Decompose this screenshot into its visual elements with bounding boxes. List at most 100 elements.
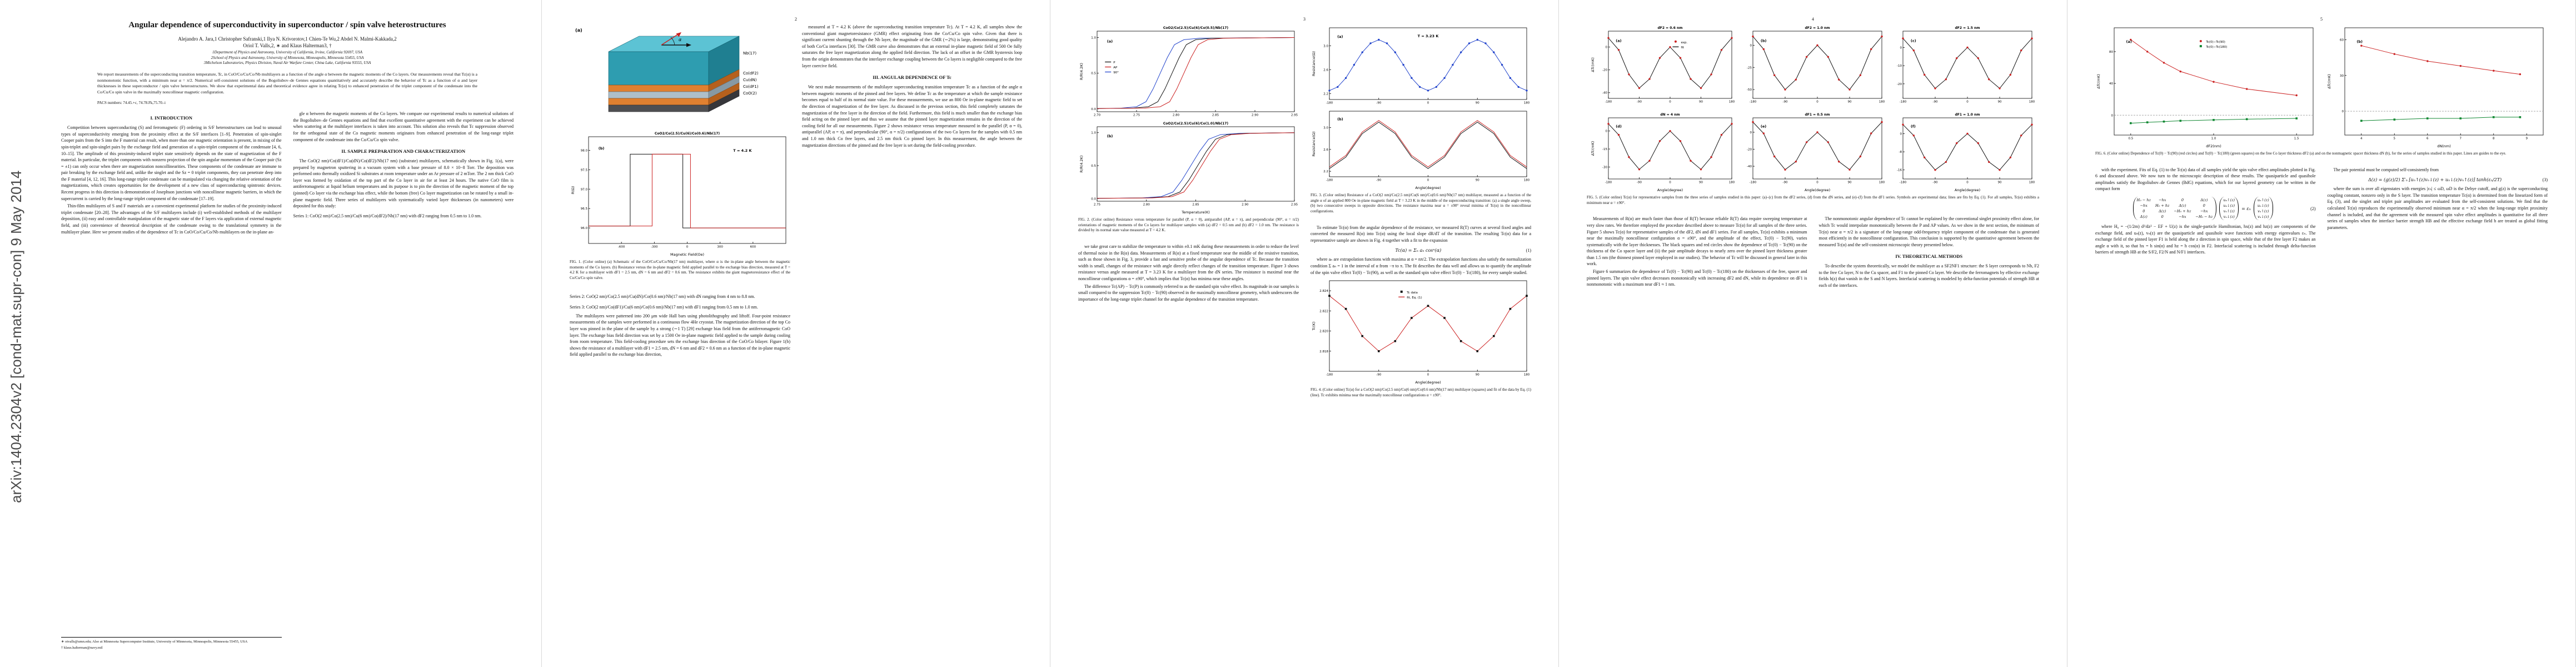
svg-text:dF2(nm): dF2(nm) <box>2206 144 2221 148</box>
svg-text:-50: -50 <box>1747 88 1752 92</box>
svg-text:Angle(degree): Angle(degree) <box>1805 188 1830 192</box>
svg-text:0.0: 0.0 <box>1091 197 1096 201</box>
svg-text:0: 0 <box>1966 101 1969 104</box>
svg-text:fit: fit <box>1681 46 1684 49</box>
paragraph: Competition between superconducting (S) … <box>61 125 282 201</box>
layer-label-coo: CoO(2) <box>743 91 757 96</box>
svg-text:(d): (d) <box>1616 125 1622 129</box>
coo-layer <box>608 104 709 112</box>
svg-text:dF2 = 1.0 nm: dF2 = 1.0 nm <box>1805 26 1830 30</box>
svg-text:96.5: 96.5 <box>581 207 588 211</box>
svg-text:2.95: 2.95 <box>1291 114 1298 117</box>
page4-column-2: The nonmonotonic angular dependence of T… <box>1819 216 2040 651</box>
series-definition: Series 2: CoO(2 nm)/Co(2.5 nm)/Cu(dN)/Co… <box>570 293 755 299</box>
svg-text:R/R(4.2K): R/R(4.2K) <box>1079 63 1084 80</box>
figure-5-panel-grid: -180 -90 0 90 180 -40 -20 0 dF2 = 0.6 nm ΔTc(mK) (… <box>1587 24 2039 193</box>
svg-text:(f): (f) <box>1911 125 1916 129</box>
svg-text:-20: -20 <box>1602 69 1607 72</box>
svg-text:2.2: 2.2 <box>1323 170 1328 173</box>
svg-text:-90: -90 <box>1376 374 1381 377</box>
svg-text:(a): (a) <box>1616 38 1621 43</box>
svg-text:R/R(4.2K): R/R(4.2K) <box>1079 156 1084 173</box>
paragraph: measured at T = 4.2 K (above the superco… <box>802 24 1022 68</box>
svg-text:-8: -8 <box>1899 151 1902 154</box>
authors-line-2: Oriol T. Valls,2, ∗ and Klaus Halterman3… <box>243 42 332 48</box>
figure-2: 2.70 2.75 2.80 2.85 2.90 2.95 0.0 0.5 1.0 CoO2/Co… <box>1078 24 1299 239</box>
svg-text:80: 80 <box>2109 51 2113 54</box>
paragraph: where aₙ are extrapolation functions wit… <box>1311 257 1531 275</box>
figure-3-caption: FIG. 3. (Color online) Resistance of a C… <box>1311 193 1531 213</box>
svg-text:Magnetic Field(Oe): Magnetic Field(Oe) <box>670 252 704 257</box>
svg-text:2.75: 2.75 <box>1133 114 1140 117</box>
svg-text:300: 300 <box>717 246 723 249</box>
svg-text:(a): (a) <box>1107 39 1113 43</box>
svg-text:-180: -180 <box>1326 374 1333 377</box>
affiliation-1: 1Department of Physics and Astronomy, Un… <box>212 49 363 54</box>
svg-text:180: 180 <box>1524 374 1530 377</box>
svg-text:Temperature(K): Temperature(K) <box>1181 210 1210 215</box>
svg-text:CoO2/Co(2.5)/Cu(6)/Co(0.5)/Nb(: CoO2/Co(2.5)/Cu(6)/Co(0.5)/Nb(17) <box>1163 26 1229 30</box>
page-number: 3 <box>1303 17 1306 22</box>
paragraph: gle α between the magnetic moments of th… <box>293 111 514 142</box>
paragraph: To estimate Tc(α) from the angular depen… <box>1311 225 1531 243</box>
svg-text:2.818: 2.818 <box>1319 350 1328 354</box>
cu-layer <box>608 91 709 99</box>
svg-text:0: 0 <box>1966 181 1969 185</box>
svg-text:fit, Eq. (1): fit, Eq. (1) <box>1407 296 1422 300</box>
svg-text:40: 40 <box>2109 82 2113 86</box>
abstract: We report measurements of the supercondu… <box>97 72 477 94</box>
svg-text:0: 0 <box>1669 181 1671 185</box>
svg-text:98.0: 98.0 <box>581 149 588 152</box>
svg-text:2.90: 2.90 <box>1252 114 1259 117</box>
fig5-panel-e-chart: -180 -90 0 90 180 -40 -20 0 dF1 = 0.5 nm Angle(de… <box>1740 111 1886 193</box>
equation-2: H₀ − hz −hx 0 Δ(z) −hx H₀ + hz Δ(z) 0 0 Δ(z) −H₀ +… <box>2095 197 2316 221</box>
svg-text:-90: -90 <box>1376 102 1381 105</box>
figure-4-caption: FIG. 4. (Color online) Tc(α) for a CoO(2… <box>1311 387 1531 397</box>
svg-text:180: 180 <box>1879 181 1885 185</box>
svg-text:CoO2/Co(2.5)/Cu(6)/Co(1.0)/Nb(: CoO2/Co(2.5)/Cu(6)/Co(1.0)/Nb(17) <box>1163 122 1229 126</box>
section-heading-theoretical-methods: IV. THEORETICAL METHODS <box>1895 253 1963 260</box>
svg-text:90°: 90° <box>1113 71 1119 74</box>
figure-5: -180 -90 0 90 180 -40 -20 0 dF2 = 0.6 nm ΔTc(mK) (… <box>1587 24 2039 211</box>
paragraph: Figure 6 summarizes the dependence of Tc… <box>1587 269 1807 287</box>
svg-text:dF2 = 1.5 nm: dF2 = 1.5 nm <box>1955 26 1980 30</box>
svg-text:(b): (b) <box>599 146 605 151</box>
svg-text:Resistance(Ω): Resistance(Ω) <box>1312 131 1316 156</box>
fig1b-gmr-chart: -600 -300 0 300 600 96.0 96.5 97.0 97.5 98.0 CoO2/… <box>570 130 790 257</box>
svg-text:0: 0 <box>1900 133 1902 136</box>
bdg-eigenvector: uₙ↑(z) uₙ↓(z) vₙ↑(z) vₙ↓(z) <box>2253 197 2273 221</box>
affiliation-3: 3Michelson Laboratories, Physics Divisio… <box>203 61 371 66</box>
paragraph: The CoO(2 nm)/Co(dF1)/Cu(dN)/Co(dF2)/Nb(… <box>293 158 514 209</box>
svg-text:-40: -40 <box>1747 165 1752 168</box>
svg-text:2.80: 2.80 <box>1173 114 1180 117</box>
svg-text:-40: -40 <box>1602 92 1607 95</box>
svg-text:-180: -180 <box>1750 181 1757 185</box>
fig2b-rt-chart: 2.75 2.80 2.85 2.90 2.95 0.0 0.5 1.0 CoO2/Co(2.5… <box>1078 120 1299 215</box>
arxiv-banner: arXiv:1404.2304v2 [cond-mat.supr-con] 9 … <box>0 0 33 667</box>
svg-text:T = 4.2 K: T = 4.2 K <box>733 148 752 153</box>
svg-text:0: 0 <box>1427 374 1429 377</box>
svg-text:180: 180 <box>1879 101 1885 104</box>
svg-text:90: 90 <box>1476 179 1479 182</box>
svg-text:0.5: 0.5 <box>2128 137 2133 141</box>
svg-text:CoO2/Co(2.5)/Cu(6)/Co(0.6)/Nb(: CoO2/Co(2.5)/Cu(6)/Co(0.6)/Nb(17) <box>655 132 720 136</box>
svg-text:180: 180 <box>2029 181 2035 185</box>
page5-column-2: The pair potential must be computed self… <box>2328 167 2548 651</box>
arxiv-banner-text: arXiv:1404.2304v2 [cond-mat.supr-con] 9 … <box>8 170 24 503</box>
svg-text:2.6: 2.6 <box>1323 68 1328 72</box>
svg-text:0: 0 <box>1427 102 1429 105</box>
svg-text:-180: -180 <box>1900 181 1907 185</box>
svg-text:0: 0 <box>1606 130 1608 133</box>
layer-label-nb: Nb(17) <box>743 51 756 56</box>
equation-1-number: (1) <box>1526 248 1531 253</box>
svg-text:3.0: 3.0 <box>1323 44 1328 48</box>
svg-text:0.5: 0.5 <box>1091 165 1096 168</box>
svg-text:(c): (c) <box>1911 38 1916 43</box>
svg-text:-180: -180 <box>1605 181 1612 185</box>
svg-text:90: 90 <box>1848 181 1852 185</box>
figure-1-caption: FIG. 1. (Color online) (a) Schematic of … <box>570 260 790 280</box>
svg-text:90: 90 <box>1476 374 1479 377</box>
figure-3: -180 -90 0 90 180 2.2 2.6 3.0 Resistance(Ω) T = 3… <box>1311 24 1531 220</box>
svg-text:-90: -90 <box>1376 179 1381 182</box>
fig5-panel-f-chart: -180 -90 0 90 180 -16 -8 0 dF1 = 1.0 nm Angle(deg… <box>1890 111 2036 193</box>
